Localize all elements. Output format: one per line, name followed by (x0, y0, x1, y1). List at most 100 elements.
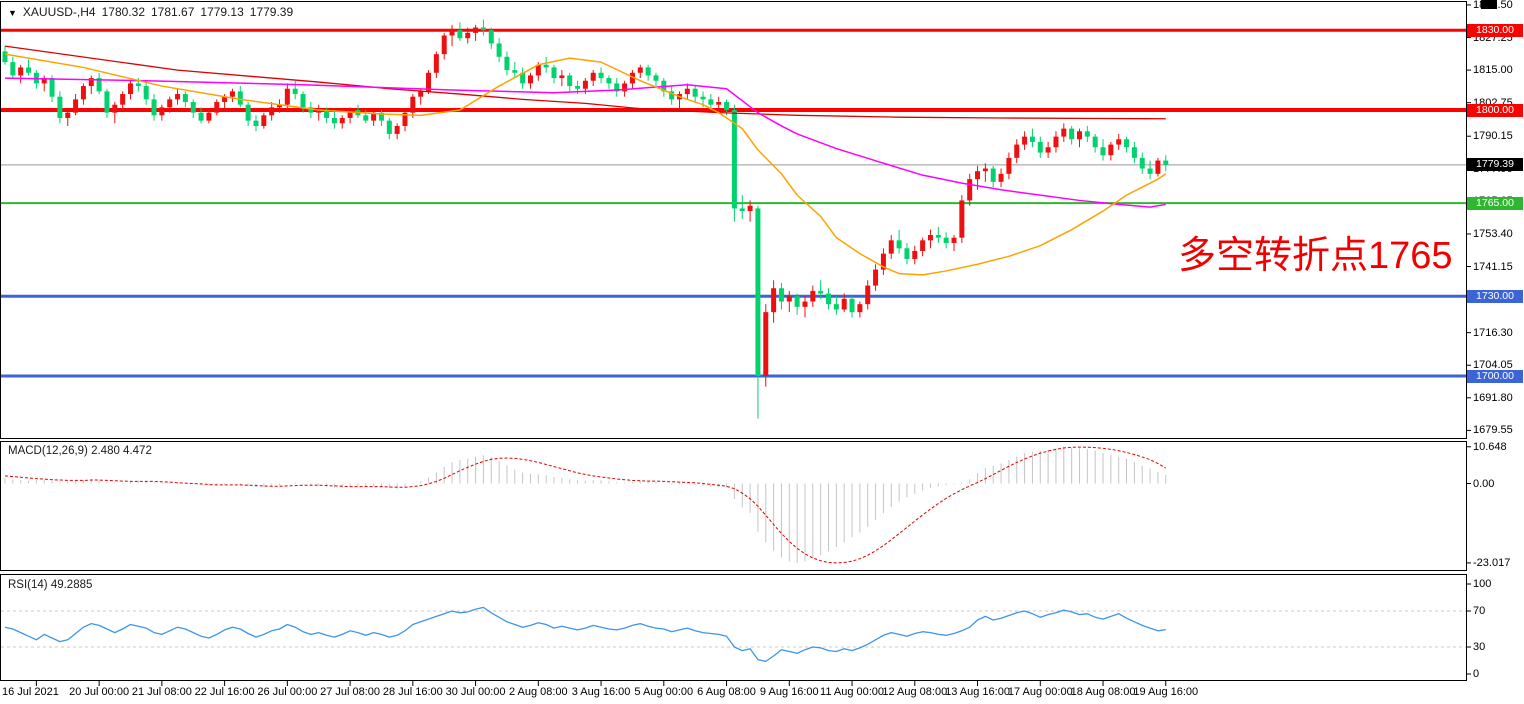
candle (849, 298, 855, 313)
time-label: 12 Aug 08:00 (882, 686, 948, 698)
candle (512, 70, 518, 73)
chart-dropdown-icon[interactable]: ▼ (8, 8, 17, 18)
price-tick-label: 1691.80 (1473, 391, 1513, 404)
candle (724, 102, 730, 110)
candle (371, 112, 377, 121)
candle (10, 62, 16, 76)
candle (904, 248, 910, 259)
candle (575, 86, 581, 89)
candle (559, 75, 565, 79)
candle (347, 110, 353, 118)
chart-shift-marker[interactable] (1481, 0, 1497, 9)
rsi-line (4, 606, 1166, 663)
candle (653, 75, 659, 81)
candle (488, 30, 494, 44)
candle (1139, 157, 1145, 169)
candle (206, 112, 212, 121)
rsi-scale-label: 0 (1473, 668, 1480, 680)
candle (763, 312, 769, 376)
candle (998, 173, 1004, 182)
candle (441, 35, 447, 55)
price-badge-1765.00: 1765.00 (1467, 196, 1523, 210)
candle (637, 67, 643, 73)
axis-ticks-layer (35, 4, 1471, 686)
candle (1155, 160, 1161, 174)
candle (18, 67, 24, 76)
candle (269, 107, 275, 116)
symbol-period-label: XAUUSD-,H4 (22, 5, 96, 19)
candle (1131, 147, 1137, 158)
candle (951, 237, 957, 243)
candle (818, 290, 824, 294)
candle (229, 91, 235, 97)
candle (331, 117, 337, 124)
candle (378, 112, 384, 121)
candle (747, 205, 753, 212)
candle (402, 112, 408, 126)
candle (614, 83, 620, 92)
candle (127, 83, 133, 95)
candle (1029, 136, 1035, 142)
candle (590, 72, 596, 81)
candle (394, 125, 400, 134)
price-badge-1700.00: 1700.00 (1467, 369, 1523, 383)
candle (1014, 144, 1020, 158)
rsi-scale-label: 100 (1473, 578, 1492, 590)
candle (794, 296, 800, 307)
ohlc-open: 1780.32 (101, 5, 145, 19)
price-badge-1800.00: 1800.00 (1467, 103, 1523, 117)
candle (1061, 128, 1067, 137)
candle (731, 110, 737, 209)
time-label: 17 Aug 00:00 (1007, 686, 1073, 698)
time-label: 27 Jul 08:00 (320, 686, 381, 698)
ohlc-low: 1779.13 (200, 5, 244, 19)
candle (1076, 131, 1082, 140)
candle (2, 51, 8, 63)
candle (504, 56, 510, 71)
candle (527, 75, 533, 84)
candle (284, 88, 290, 105)
candle (363, 115, 369, 121)
candle (80, 86, 86, 100)
candle (669, 91, 675, 100)
candle (841, 298, 847, 310)
price-tick-label: 1815.00 (1473, 64, 1513, 77)
price-badge-1730.00: 1730.00 (1467, 289, 1523, 303)
candle (182, 94, 188, 103)
sma-mid-magenta-line (4, 77, 1166, 208)
time-label: 30 Jul 00:00 (445, 686, 506, 698)
candle (739, 208, 745, 212)
candle (1053, 136, 1059, 148)
chart-text-annotation[interactable]: 多空转折点1765 (1178, 235, 1453, 277)
candle (214, 102, 220, 113)
time-label: 16 Jul 2021 (2, 686, 59, 698)
candle (927, 235, 933, 241)
price-tick-label: 1679.55 (1473, 424, 1513, 437)
time-label: 19 Aug 16:00 (1133, 686, 1199, 698)
candle (1045, 147, 1051, 153)
candle (175, 94, 181, 100)
time-label: 5 Aug 00:00 (634, 686, 694, 698)
candle (551, 67, 557, 79)
candle (755, 208, 761, 376)
candle (292, 88, 298, 95)
candle (410, 96, 416, 113)
candle (65, 112, 71, 118)
candle (49, 78, 55, 97)
candle (300, 94, 306, 108)
candle (598, 72, 604, 79)
candle (684, 88, 690, 95)
price-tick-label: 1741.15 (1473, 260, 1513, 273)
candle (1100, 147, 1106, 156)
rsi-pane-frame (0, 574, 1467, 681)
macd-pane-frame (0, 441, 1467, 571)
candle (324, 110, 330, 118)
time-label: 13 Aug 16:00 (945, 686, 1010, 698)
candle (920, 240, 926, 251)
candle (520, 72, 526, 84)
candle (308, 107, 314, 113)
macd-indicator-label: MACD(12,26,9) 2.480 4.472 (8, 445, 152, 457)
time-label: 2 Aug 08:00 (508, 686, 568, 698)
candle (237, 91, 243, 105)
